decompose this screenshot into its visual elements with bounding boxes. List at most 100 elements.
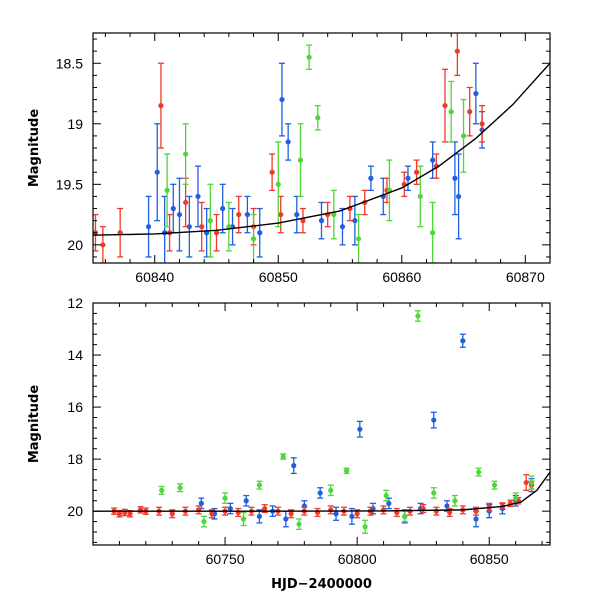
- x-axis-label: HJD−2400000: [271, 577, 372, 592]
- x-tick-label: 60800: [338, 551, 377, 567]
- data-point: [279, 96, 285, 103]
- data-point: [448, 109, 454, 115]
- y-tick-label: 16: [67, 399, 83, 415]
- data-point: [414, 169, 420, 175]
- data-point: [250, 236, 257, 242]
- data-point: [213, 230, 220, 236]
- data-point: [315, 115, 321, 121]
- x-tick-label: 60850: [259, 269, 298, 285]
- data-point: [473, 516, 479, 522]
- data-point: [183, 199, 189, 206]
- data-point: [300, 218, 306, 224]
- data-point: [444, 503, 450, 509]
- data-point: [285, 139, 291, 145]
- y-axis-label: Magnitude: [27, 109, 42, 188]
- data-point: [154, 169, 160, 175]
- y-axis-label: Magnitude: [27, 385, 42, 464]
- data-point: [220, 205, 226, 212]
- y-tick-label: 19.5: [56, 176, 83, 192]
- data-point: [209, 511, 215, 517]
- data-point: [528, 479, 535, 486]
- data-point: [328, 487, 334, 493]
- y-tick-label: 18: [67, 451, 83, 467]
- data-point: [452, 175, 458, 181]
- data-point: [280, 453, 286, 460]
- data-point: [479, 121, 485, 127]
- data-point: [236, 211, 242, 218]
- x-tick-label: 60840: [135, 269, 174, 285]
- data-point: [491, 482, 498, 488]
- data-point: [362, 524, 368, 530]
- x-tick-label: 60860: [382, 269, 421, 285]
- data-point: [452, 498, 458, 504]
- data-point: [127, 511, 133, 517]
- data-point: [269, 169, 275, 175]
- y-tick-label: 12: [67, 295, 83, 311]
- plot-area: [93, 310, 550, 534]
- data-point: [294, 211, 300, 218]
- blue-series: [198, 333, 535, 528]
- data-point: [405, 175, 411, 181]
- data-point: [275, 181, 281, 187]
- data-point: [169, 511, 175, 517]
- data-point: [244, 211, 250, 218]
- y-tick-label: 18.5: [56, 55, 83, 71]
- data-point: [476, 469, 482, 475]
- data-point: [158, 103, 164, 109]
- data-point: [183, 151, 189, 157]
- data-point: [296, 521, 302, 527]
- data-point: [317, 490, 323, 496]
- data-point: [460, 133, 467, 139]
- data-point: [145, 224, 152, 230]
- data-point: [100, 242, 106, 248]
- data-point: [343, 468, 350, 474]
- data-point: [291, 463, 297, 469]
- data-point: [402, 513, 408, 519]
- data-point: [431, 417, 437, 423]
- data-point: [355, 236, 362, 242]
- data-point: [473, 508, 479, 514]
- y-tick-label: 20: [67, 237, 83, 253]
- data-point: [243, 498, 249, 504]
- data-point: [278, 211, 284, 218]
- data-point: [339, 224, 346, 230]
- data-point: [201, 518, 207, 525]
- axes-frame: [92, 302, 551, 546]
- data-point: [431, 490, 437, 496]
- data-point: [256, 513, 263, 519]
- y-tick-label: 20: [67, 503, 83, 519]
- data-point: [283, 516, 289, 522]
- bottom-panel-full-light-curve: 60750 60800 60850 12 14 16 18 20 Magnitude HJD−24…: [27, 295, 551, 592]
- data-point: [176, 211, 183, 218]
- fit-curve: [93, 471, 550, 512]
- data-point: [383, 492, 389, 499]
- x-tick-label: 60870: [506, 269, 545, 285]
- data-point: [415, 313, 421, 319]
- data-point: [227, 505, 233, 512]
- data-point: [352, 218, 358, 224]
- data-point: [430, 230, 436, 236]
- y-tick-label: 14: [67, 347, 83, 363]
- ticks: [93, 33, 551, 263]
- data-point: [256, 482, 263, 488]
- x-tick-label: 60750: [206, 551, 245, 567]
- data-point: [186, 224, 192, 230]
- data-point: [199, 224, 205, 230]
- data-point: [262, 505, 268, 512]
- data-point: [177, 485, 183, 491]
- data-point: [430, 157, 436, 163]
- data-point: [433, 508, 440, 514]
- data-point: [368, 175, 374, 181]
- data-point: [467, 109, 473, 115]
- top-panel-zoom-light-curve: 60840 60850 60860 60870 18.5 19 19.5 20 Magnitud…: [27, 32, 551, 285]
- data-point: [159, 487, 165, 493]
- data-point: [357, 426, 363, 432]
- data-point: [442, 103, 448, 109]
- ticks: [92, 302, 550, 545]
- data-point: [318, 218, 325, 224]
- data-point: [240, 516, 247, 522]
- red-series: [93, 33, 486, 263]
- data-point: [386, 500, 392, 506]
- data-point: [195, 193, 201, 200]
